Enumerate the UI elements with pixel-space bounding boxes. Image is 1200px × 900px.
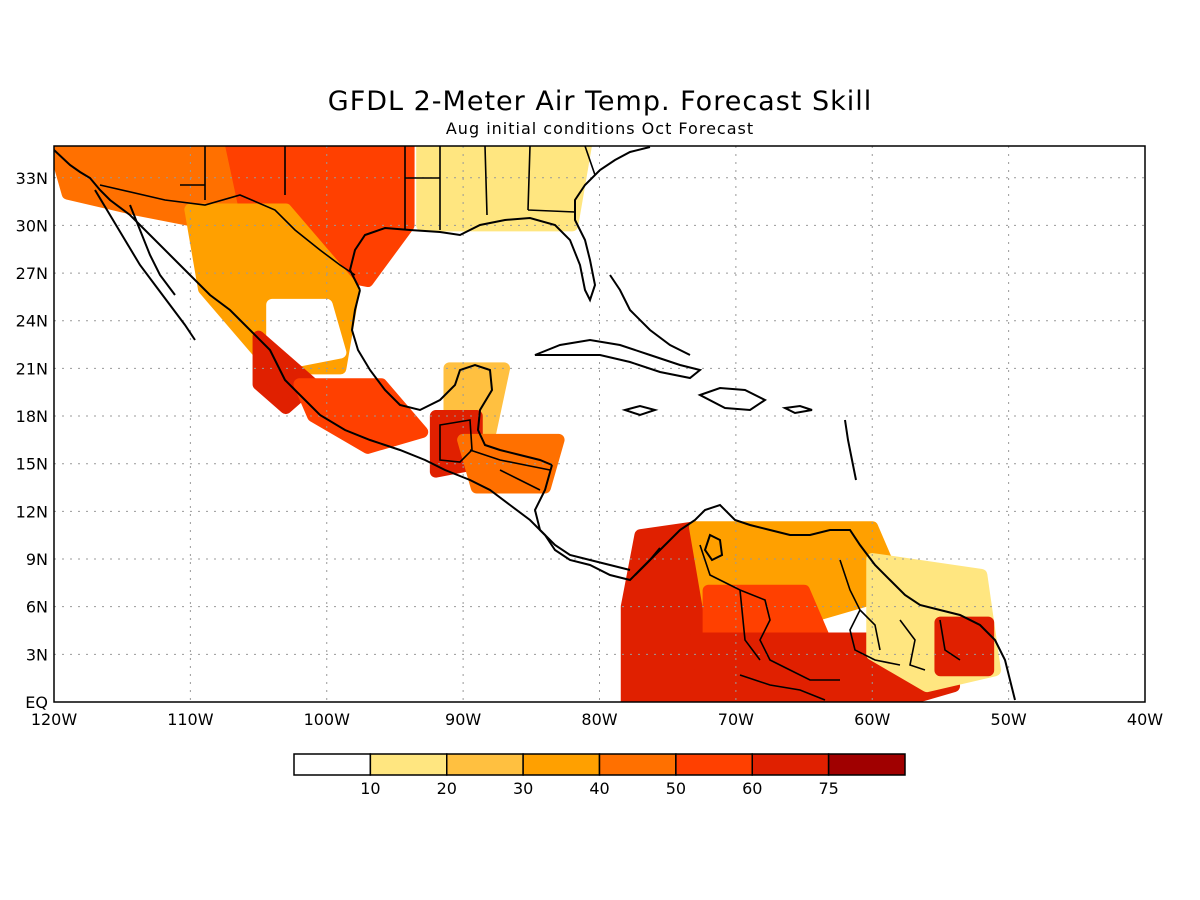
- border-guatemala: [439, 419, 473, 463]
- colorbar-swatch: [369, 753, 448, 776]
- coastline-lesser-antilles: [844, 419, 857, 481]
- colorbar-swatch: [522, 753, 601, 776]
- colorbar-swatch: [827, 753, 906, 776]
- coastline-gulf: [348, 146, 651, 303]
- coastline-hispaniola: [697, 386, 767, 412]
- x-tick-label: 50W: [991, 710, 1027, 729]
- coastline-baja: [94, 189, 196, 341]
- coastline-bahamas: [609, 274, 691, 356]
- colorbar-label: 30: [513, 779, 533, 798]
- y-tick-label: 12N: [16, 502, 48, 521]
- border-brazil: [739, 674, 826, 701]
- coastline-cuba: [534, 338, 703, 380]
- colorbar-label: 40: [589, 779, 609, 798]
- y-tick-label: 21N: [16, 359, 48, 378]
- y-tick-label: 6N: [26, 598, 48, 617]
- y-tick-label: 15N: [16, 455, 48, 474]
- x-tick-label: 70W: [718, 710, 754, 729]
- coastline-us: [54, 149, 661, 582]
- colorbar-label: 75: [818, 779, 838, 798]
- latitude-tick-labels: EQ 3N 6N 9N 12N 15N 18N 21N 24N 27N 30N 33N: [16, 169, 48, 712]
- x-tick-label: 40W: [1127, 710, 1163, 729]
- colorbar-swatch: [293, 753, 372, 776]
- x-tick-label: 110W: [167, 710, 214, 729]
- border-suriname-fg: [899, 619, 961, 671]
- skill-region-french-guiana: [934, 616, 995, 677]
- x-tick-label: 80W: [581, 710, 617, 729]
- x-tick-label: 90W: [445, 710, 481, 729]
- colorbar-label: 50: [666, 779, 686, 798]
- coastline-central-america: [533, 464, 631, 571]
- border-central-america: [469, 449, 551, 491]
- border-venezuela-colombia: [699, 544, 840, 681]
- colorbar-label: 20: [437, 779, 457, 798]
- coastlines: [54, 146, 1016, 701]
- x-tick-label: 60W: [854, 710, 890, 729]
- colorbar-swatch: [446, 753, 524, 776]
- y-tick-label: 30N: [16, 216, 48, 235]
- us-state-lines: [180, 146, 596, 230]
- skill-region-central-mexico-plateau: [266, 298, 347, 367]
- coastline-mexico-east: [350, 289, 553, 466]
- coastline-puerto-rico: [781, 404, 813, 415]
- y-tick-label: 9N: [26, 550, 48, 569]
- map-gridlines: [54, 146, 1145, 702]
- x-tick-label: 100W: [304, 710, 351, 729]
- colorbar-swatch: [675, 753, 753, 776]
- colorbar-swatch: [598, 753, 677, 776]
- longitude-tick-labels: 120W 110W 100W 90W 80W 70W 60W 50W 40W: [31, 710, 1163, 729]
- y-tick-label: 27N: [16, 264, 48, 283]
- coastline-south-america: [634, 503, 1016, 701]
- border-guyana: [839, 559, 901, 666]
- skill-region-southern-mexico: [293, 378, 429, 454]
- colorbar-label: 60: [742, 779, 762, 798]
- colorbar-label: 10: [360, 779, 380, 798]
- country-borders: [99, 146, 961, 701]
- colorbar-swatch: [751, 753, 830, 776]
- chart-subtitle: Aug initial conditions Oct Forecast: [445, 119, 755, 138]
- map-frame: [53, 145, 1146, 703]
- x-tick-label: 120W: [31, 710, 78, 729]
- y-tick-label: 33N: [16, 169, 48, 188]
- border-us-mexico: [99, 184, 356, 276]
- y-tick-label: 18N: [16, 407, 48, 426]
- chart-title: GFDL 2-Meter Air Temp. Forecast Skill: [327, 86, 873, 117]
- y-tick-label: 3N: [26, 645, 48, 664]
- y-tick-label: 24N: [16, 312, 48, 331]
- coastline-jamaica: [621, 404, 659, 417]
- y-tick-label: EQ: [25, 693, 48, 712]
- coastline-lake-maracaibo: [703, 533, 724, 562]
